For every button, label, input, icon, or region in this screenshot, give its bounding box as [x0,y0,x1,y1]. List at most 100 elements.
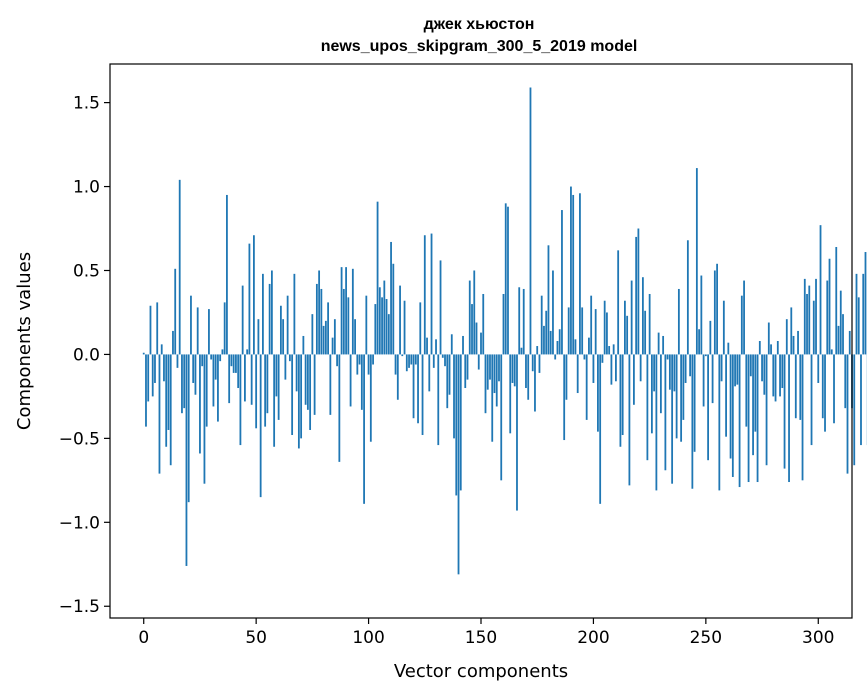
bar [810,354,813,446]
bar [792,335,795,355]
bar [603,300,606,355]
bar [264,354,267,427]
bar [228,354,231,404]
bar [383,280,386,355]
bar [156,302,159,355]
bar [511,354,514,383]
bar [311,314,314,355]
bar [520,347,523,355]
bar [347,297,350,355]
bar [794,354,797,419]
bar [821,354,824,419]
bar [367,354,370,375]
bar [453,354,455,439]
bar [677,288,680,355]
bar [722,300,725,355]
bar [482,293,485,355]
bar [637,228,640,355]
x-tick-label: 150 [465,628,497,648]
bar [844,354,847,409]
bar [178,179,181,355]
bar [437,354,440,446]
bar [738,354,741,488]
bar [333,319,336,355]
bar [857,297,860,355]
bar [842,314,844,355]
bar [174,268,177,355]
bar [142,352,145,355]
bar [192,354,195,383]
bar [633,354,635,405]
bar [624,300,626,355]
bar [336,354,338,367]
bar [340,267,343,355]
bar [702,354,705,407]
bar [808,285,811,355]
bar [183,354,186,409]
bar [862,273,865,355]
bar [414,354,417,365]
bar [309,354,312,430]
bar [151,354,154,397]
bar [172,330,174,355]
bar [855,273,858,355]
bar [700,275,703,355]
bar [226,194,228,355]
bar [671,354,674,484]
bar [668,354,671,390]
bar [610,354,613,385]
bar [729,354,732,459]
bar [374,304,377,355]
bar [313,354,316,415]
y-axis: −1.5 −1.0 −0.5 0.0 0.5 1.0 1.5 [59,94,110,617]
y-tick-label: 1.0 [73,178,100,198]
bar [302,335,305,355]
bar [860,354,862,446]
bar [799,354,802,420]
bar [300,354,303,439]
bar [803,278,806,355]
bar [500,354,503,481]
chart-subtitle: news_upos_skipgram_300_5_2019 model [321,38,638,55]
bar [356,354,359,375]
bar [628,354,631,486]
bar [286,295,289,355]
bar [606,312,608,355]
bar [725,354,727,437]
bar [165,354,168,447]
bar [396,354,399,400]
bar [812,300,815,355]
bar [806,293,808,355]
bar [576,354,579,394]
bar [684,354,687,383]
bar [781,354,784,389]
bar [363,354,365,504]
bar [509,354,512,434]
bar [675,354,678,439]
bar [329,354,332,415]
bar [527,354,530,400]
bar [734,354,736,387]
bar [758,341,761,355]
bar [657,332,660,355]
bar [372,354,374,365]
bar [626,315,629,355]
bar [270,270,273,355]
bar [612,344,615,355]
bar [412,354,415,419]
bar [163,354,165,382]
chart-title: джек хьюстон [424,16,535,33]
bar [448,354,451,395]
bar [594,309,597,355]
bar [554,354,557,360]
bar [230,354,233,367]
bar [293,273,296,355]
bar [504,203,507,355]
bar [731,354,734,477]
bar [720,354,723,382]
bar [752,354,754,456]
bar [619,354,622,447]
bar [154,354,156,383]
bar [779,354,781,397]
bar [210,354,213,360]
